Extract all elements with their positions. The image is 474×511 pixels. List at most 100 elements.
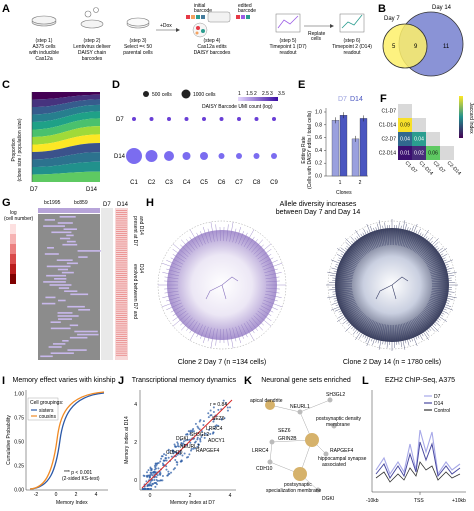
g-stripe xyxy=(116,228,127,230)
venn-label-day14: Day 14 xyxy=(432,5,452,11)
bubble-plot xyxy=(126,117,277,164)
arrow-head-icon xyxy=(176,28,180,32)
tree-core xyxy=(375,276,409,300)
tree-branch xyxy=(164,290,179,294)
d-xtick: C8 xyxy=(253,180,261,186)
tree-branch xyxy=(411,232,422,251)
tree-branch xyxy=(340,247,360,262)
venn-count-only-day14: 11 xyxy=(443,44,450,50)
g-stripe xyxy=(116,342,127,344)
tree-branch xyxy=(426,305,444,317)
panel-letter-h: H xyxy=(146,197,154,209)
tree-branch xyxy=(375,227,382,247)
tree-branch xyxy=(265,276,280,280)
j-point xyxy=(192,447,195,450)
tree-branch xyxy=(352,315,367,331)
f-row-label: C1-D14 xyxy=(379,123,396,129)
bubble-d7 xyxy=(167,117,171,121)
g-row-segment xyxy=(41,302,56,305)
d-xtick: C6 xyxy=(218,180,226,186)
tree-branch xyxy=(251,317,263,331)
k-node-label: hippocampal synapse xyxy=(318,456,367,462)
g-row-segment xyxy=(44,219,56,221)
l-xtick: TSS xyxy=(414,498,424,504)
tree-branch xyxy=(415,317,430,337)
venn-circle-day7 xyxy=(382,23,428,69)
tree-branch xyxy=(431,282,455,284)
l-trace-control xyxy=(375,461,461,483)
d-xtick: C9 xyxy=(270,180,278,186)
tree-branch xyxy=(330,259,356,270)
e-xlabel: Clones xyxy=(336,190,352,196)
tree-branch xyxy=(411,319,423,341)
tree-branch xyxy=(399,324,406,350)
g-stripe xyxy=(116,287,127,289)
tree-branch xyxy=(396,324,400,345)
tree-branch xyxy=(360,233,372,251)
k-network xyxy=(265,397,337,493)
j-point xyxy=(209,409,212,412)
tree-branch xyxy=(332,286,353,288)
j-point xyxy=(165,457,168,460)
tree-branch xyxy=(215,328,218,346)
tree-branch xyxy=(347,312,363,326)
tree-branch xyxy=(246,236,255,249)
tree-branch xyxy=(329,287,353,291)
j-point xyxy=(151,474,154,477)
cell-cluster-icon xyxy=(192,22,208,38)
g-stripe xyxy=(116,344,127,346)
g-scale-bar xyxy=(10,224,16,284)
j-point xyxy=(204,432,207,435)
j-point xyxy=(220,418,223,421)
g-stripe xyxy=(116,331,127,333)
g-stripe xyxy=(116,321,127,323)
tree-branch xyxy=(372,322,380,345)
tree-branch xyxy=(189,323,201,341)
j-point xyxy=(191,429,194,432)
panel-j: J Transcriptional memory dynamics Memory… xyxy=(118,375,237,506)
tree-branch xyxy=(172,308,185,316)
tree-branch xyxy=(210,328,215,349)
g-row-segment xyxy=(67,349,87,351)
j-gene-label: LRRC4 xyxy=(206,426,223,432)
tree-branch xyxy=(351,240,365,256)
j-point xyxy=(196,445,199,448)
j-point xyxy=(212,406,215,409)
tree-branch xyxy=(196,324,203,338)
tree-branch xyxy=(387,225,390,246)
j-point xyxy=(188,438,191,441)
f-cell-value: 0.02 xyxy=(414,151,424,157)
bubble-d14 xyxy=(236,153,242,159)
tree-branch xyxy=(350,236,367,255)
j-point xyxy=(159,473,162,476)
j-point xyxy=(217,424,220,427)
size-legend-500 xyxy=(143,91,149,97)
k-node-label: associated xyxy=(322,462,346,468)
g-stripe xyxy=(116,258,127,260)
tree-left-branches xyxy=(158,221,286,349)
j-point xyxy=(157,467,160,470)
g-stripe xyxy=(116,306,127,308)
tree-branch xyxy=(386,324,390,348)
d-xticks: C1 C2 C3 C4 C5 C6 C7 C8 C9 xyxy=(130,180,278,186)
stream-band xyxy=(32,143,100,160)
tree-branch xyxy=(427,257,446,268)
j-point xyxy=(152,483,155,486)
j-point xyxy=(153,468,156,471)
tree-branch xyxy=(382,324,386,345)
j-point xyxy=(154,466,157,469)
tree-branch xyxy=(251,239,263,253)
k-node-label: postsynaptic xyxy=(284,482,312,488)
j-point xyxy=(202,423,205,426)
g-scale-swatch xyxy=(10,244,16,254)
panel-e: E Editing Rate (Cells with DAISY edits /… xyxy=(298,79,368,196)
tree-branch xyxy=(431,271,457,278)
g-right-label-1b: and D14 xyxy=(138,216,144,235)
tree-branch xyxy=(377,323,383,344)
tree-branch xyxy=(407,321,418,347)
tree-branch xyxy=(417,236,434,255)
tree-branch xyxy=(172,254,185,262)
j-point xyxy=(175,445,178,448)
step-line: Lentivirus deliver xyxy=(73,44,111,50)
tree-branch xyxy=(248,319,258,331)
